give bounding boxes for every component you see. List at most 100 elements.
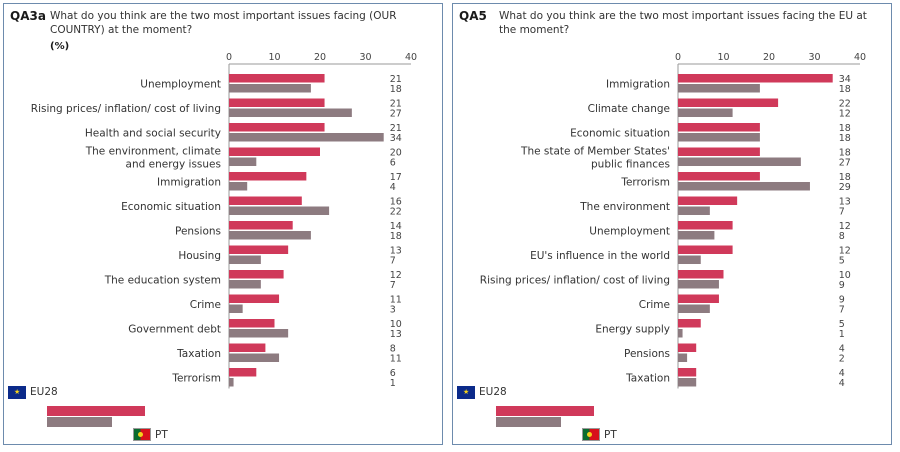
bar-eu28 — [229, 270, 284, 279]
bar-pt — [678, 206, 710, 215]
category-label: EU's influence in the world — [530, 250, 670, 262]
category-label: The education system — [104, 274, 221, 286]
value-label-eu28: 21 — [390, 74, 402, 85]
value-label-eu28: 22 — [839, 99, 851, 110]
eu-flag-icon — [8, 386, 26, 399]
legend-eu28-swatch — [47, 406, 145, 416]
bar-pt — [678, 304, 710, 313]
bar-pt — [678, 353, 688, 362]
bar-eu28 — [678, 74, 833, 83]
category-label: Unemployment — [589, 225, 670, 237]
value-label-eu28: 5 — [839, 319, 845, 330]
bar-eu28 — [678, 294, 719, 303]
bar-eu28 — [678, 147, 760, 156]
category-label: Climate change — [588, 103, 670, 115]
x-tick-label: 0 — [226, 52, 232, 63]
category-label: Economic situation — [570, 127, 670, 139]
bar-pt — [229, 280, 261, 289]
value-label-eu28: 4 — [839, 344, 845, 355]
value-label-eu28: 10 — [390, 319, 402, 330]
bar-pt — [678, 231, 715, 240]
bar-eu28 — [678, 368, 697, 377]
value-label-pt: 7 — [390, 280, 396, 291]
bar-pt — [229, 329, 289, 338]
bar-eu28 — [678, 123, 760, 132]
question-text: What do you think are the two most impor… — [50, 10, 397, 36]
value-label-pt: 13 — [390, 329, 402, 340]
value-label-pt: 6 — [390, 158, 396, 169]
bar-pt — [229, 84, 311, 93]
category-label: The state of Member States' — [520, 145, 670, 157]
bar-eu28 — [229, 147, 320, 156]
bar-pt — [229, 108, 352, 117]
legend-pt-swatch — [47, 417, 112, 427]
value-label-pt: 34 — [390, 133, 402, 144]
bar-pt — [678, 182, 810, 191]
value-label-eu28: 34 — [839, 74, 851, 85]
category-label: Immigration — [157, 176, 221, 188]
value-label-eu28: 4 — [839, 368, 845, 379]
bar-pt — [229, 353, 280, 362]
category-label: The environment, climate — [85, 145, 221, 157]
bar-eu28 — [229, 245, 289, 254]
x-tick-label: 40 — [405, 52, 417, 63]
value-label-pt: 18 — [839, 133, 851, 144]
bar-eu28 — [678, 196, 738, 205]
bar-eu28 — [229, 368, 257, 377]
bar-eu28 — [229, 343, 266, 352]
x-tick-label: 10 — [268, 52, 280, 63]
bar-eu28 — [229, 172, 307, 181]
value-label-eu28: 20 — [390, 148, 402, 159]
category-label: Taxation — [176, 348, 221, 360]
x-tick-label: 20 — [314, 52, 326, 63]
value-label-eu28: 12 — [839, 221, 851, 232]
category-label: The environment — [579, 201, 670, 213]
value-label-eu28: 12 — [839, 246, 851, 257]
x-tick-label: 30 — [359, 52, 371, 63]
bar-eu28 — [678, 319, 701, 328]
value-label-pt: 18 — [390, 231, 402, 242]
bar-eu28 — [229, 196, 302, 205]
value-label-eu28: 21 — [390, 99, 402, 110]
category-label: Rising prices/ inflation/ cost of living — [480, 274, 670, 286]
bar-eu28 — [678, 221, 733, 230]
value-label-pt: 22 — [390, 207, 402, 218]
value-label-pt: 18 — [390, 84, 402, 95]
chart-panel-eu: QA5 What do you think are the two most i… — [452, 3, 892, 445]
x-tick-label: 20 — [763, 52, 775, 63]
category-label: and energy issues — [126, 158, 221, 170]
bar-eu28 — [229, 98, 325, 107]
value-label-pt: 1 — [390, 378, 396, 389]
category-label: Taxation — [625, 372, 670, 384]
value-label-eu28: 13 — [390, 246, 402, 257]
bar-eu28 — [678, 172, 760, 181]
value-label-pt: 12 — [839, 109, 851, 120]
question-text: What do you think are the two most impor… — [499, 10, 867, 36]
value-label-pt: 27 — [390, 109, 402, 120]
value-label-pt: 5 — [839, 256, 845, 267]
value-label-pt: 3 — [390, 305, 396, 316]
bar-eu28 — [229, 221, 293, 230]
bar-pt — [678, 280, 719, 289]
legend-eu28-label: EU28 — [479, 386, 507, 398]
legend-eu28-label: EU28 — [30, 386, 58, 398]
value-label-eu28: 14 — [390, 221, 402, 232]
bar-pt — [229, 157, 257, 166]
portugal-flag-icon — [582, 428, 600, 441]
bar-eu28 — [678, 343, 697, 352]
bar-pt — [229, 255, 261, 264]
bar-pt — [229, 378, 234, 387]
bar-pt — [678, 329, 683, 338]
value-label-pt: 7 — [390, 256, 396, 267]
value-label-pt: 11 — [390, 354, 402, 365]
x-tick-label: 10 — [717, 52, 729, 63]
value-label-eu28: 17 — [390, 172, 402, 183]
bar-eu28 — [678, 245, 733, 254]
value-label-pt: 7 — [839, 207, 845, 218]
value-label-pt: 1 — [839, 329, 845, 340]
portugal-flag-icon — [133, 428, 151, 441]
legend-pt-swatch — [496, 417, 561, 427]
value-label-pt: 4 — [839, 378, 845, 389]
